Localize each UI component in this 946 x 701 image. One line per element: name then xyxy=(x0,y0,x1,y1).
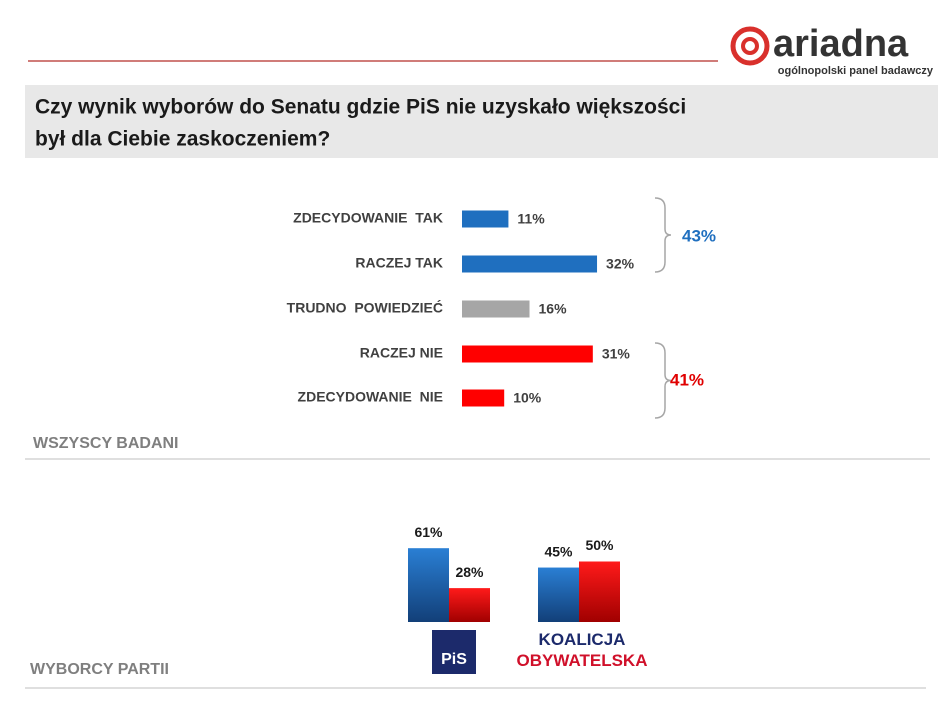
value-label: 11% xyxy=(517,211,545,227)
bar xyxy=(462,300,530,318)
logo-icon xyxy=(730,26,770,66)
bar xyxy=(449,588,490,622)
value-label: 10% xyxy=(513,390,542,406)
bracket xyxy=(654,197,672,273)
bar xyxy=(538,567,579,622)
title-line: był dla Ciebie zaskoczeniem? xyxy=(35,128,330,151)
bar xyxy=(462,255,598,273)
title-line: Czy wynik wyborów do Senatu gdzie PiS ni… xyxy=(35,96,686,119)
value-label: 28% xyxy=(455,564,484,580)
section-title: WYBORCY PARTII xyxy=(30,661,169,678)
logo-text: ariadna xyxy=(773,23,909,65)
category-label: RACZEJ TAK xyxy=(355,255,443,271)
category-label: TRUDNO POWIEDZIEĆ xyxy=(287,299,443,316)
value-label: 50% xyxy=(585,537,614,553)
bar xyxy=(462,345,593,363)
bracket-label: 43% xyxy=(682,226,716,245)
value-label: 16% xyxy=(539,301,568,317)
section-title: WSZYSCY BADANI xyxy=(33,435,179,452)
category-label: ZDECYDOWANIE TAK xyxy=(293,210,443,226)
bar xyxy=(408,548,449,622)
value-label: 61% xyxy=(414,524,443,540)
bar xyxy=(579,561,620,622)
category-label: KOALICJA OBYWATELSKA xyxy=(517,630,648,670)
party-logo xyxy=(432,630,476,674)
title-box xyxy=(25,85,938,158)
value-label: 31% xyxy=(602,346,631,362)
bar xyxy=(462,389,505,407)
logo-tagline: ogólnopolski panel badawczy xyxy=(778,65,934,77)
category-label: PiS xyxy=(441,651,467,668)
value-label: 32% xyxy=(606,256,635,272)
bracket-label: 41% xyxy=(670,370,704,389)
category-label: ZDECYDOWANIE NIE xyxy=(298,389,443,405)
category-label: RACZEJ NIE xyxy=(360,345,443,361)
bracket xyxy=(654,342,672,419)
bar xyxy=(462,210,509,228)
value-label: 45% xyxy=(544,543,573,559)
